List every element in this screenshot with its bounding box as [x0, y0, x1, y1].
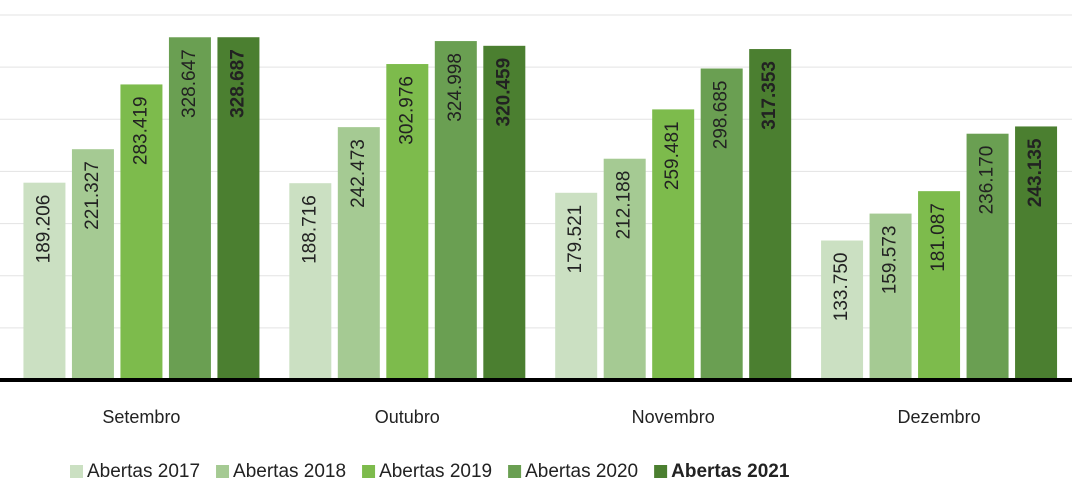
bar: [386, 64, 429, 381]
legend-swatch: [654, 465, 668, 478]
legend-swatch: [70, 465, 83, 478]
data-label: 236.170: [977, 146, 998, 215]
x-tick-label: Dezembro: [898, 407, 981, 427]
data-label: 133.750: [831, 253, 852, 322]
bar: [555, 192, 598, 380]
bar: [821, 240, 864, 380]
data-label: 188.716: [299, 195, 320, 264]
legend-label: Abertas 2020: [525, 461, 638, 482]
bar: [168, 37, 211, 380]
bar: [749, 49, 792, 381]
bar: [700, 68, 743, 380]
data-label: 302.976: [396, 76, 417, 145]
data-label: 179.521: [565, 205, 586, 274]
legend-swatch: [508, 465, 522, 478]
bar: [23, 182, 66, 380]
data-label: 181.087: [928, 203, 949, 272]
data-label: 242.473: [348, 139, 369, 208]
data-label: 328.687: [227, 49, 248, 118]
bar: [1015, 126, 1058, 380]
bar: [434, 41, 477, 380]
bar: [337, 127, 380, 380]
legend-swatch: [216, 465, 230, 478]
legend-swatch: [362, 465, 376, 478]
bar: [966, 133, 1009, 380]
legend-label: Abertas 2021: [671, 461, 790, 482]
data-label: 317.353: [759, 61, 780, 130]
bar: [603, 158, 646, 380]
data-label: 221.327: [82, 161, 103, 230]
x-tick-label: Outubro: [375, 407, 440, 427]
data-label: 189.206: [33, 195, 54, 264]
data-label: 243.135: [1025, 138, 1046, 207]
data-label: 324.998: [445, 53, 466, 122]
data-label: 320.459: [493, 58, 514, 127]
legend-label: Abertas 2018: [233, 461, 346, 482]
bar: [869, 213, 912, 380]
bar: [120, 84, 163, 380]
data-label: 328.647: [179, 49, 200, 118]
data-label: 298.685: [711, 81, 732, 150]
bar: [289, 183, 332, 380]
bar: [652, 109, 695, 381]
bar: [918, 191, 961, 380]
data-label: 259.481: [662, 121, 683, 190]
bar: [217, 37, 260, 381]
x-tick-label: Setembro: [102, 407, 180, 427]
data-label: 283.419: [130, 96, 151, 165]
legend-label: Abertas 2017: [87, 461, 200, 482]
bar: [483, 45, 526, 381]
legend-label: Abertas 2019: [379, 461, 492, 482]
data-label: 159.573: [880, 226, 901, 295]
data-label: 212.188: [614, 171, 635, 240]
x-tick-label: Novembro: [632, 407, 715, 427]
bar: [71, 149, 114, 380]
